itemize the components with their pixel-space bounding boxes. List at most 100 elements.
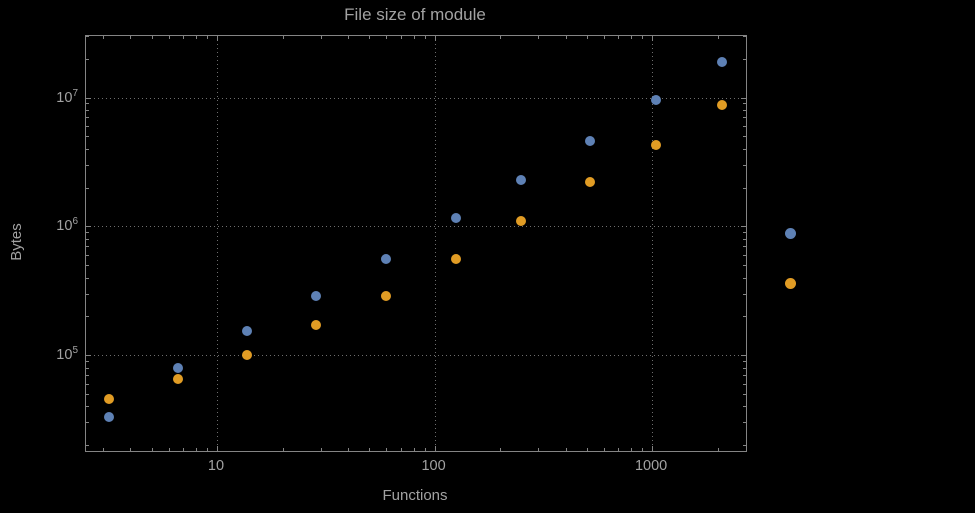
- x-minor-tick: [207, 36, 208, 39]
- x-minor-tick: [717, 36, 719, 39]
- x-minor-tick: [369, 448, 371, 451]
- y-minor-tick: [743, 187, 746, 189]
- x-minor-tick: [586, 36, 588, 39]
- x-tick-label: 1000: [634, 458, 668, 474]
- y-minor-tick: [86, 254, 89, 256]
- y-minor-tick: [743, 422, 746, 424]
- gridline-vertical: [434, 36, 436, 451]
- data-point-series-orange: [585, 177, 596, 188]
- y-minor-tick: [86, 164, 89, 166]
- gridline-vertical: [217, 36, 218, 451]
- x-minor-tick: [282, 448, 284, 451]
- y-tick-label: 105: [56, 345, 78, 364]
- y-minor-tick: [743, 265, 746, 266]
- x-minor-tick: [348, 448, 349, 451]
- y-minor-tick: [86, 148, 89, 150]
- x-minor-tick: [130, 448, 132, 451]
- y-minor-tick: [743, 393, 746, 395]
- x-minor-tick: [413, 36, 415, 39]
- data-point-series-blue: [104, 412, 115, 423]
- data-point-series-orange: [450, 253, 461, 264]
- x-minor-tick: [424, 36, 426, 39]
- y-minor-tick: [743, 164, 746, 166]
- y-major-tick: [86, 355, 91, 357]
- data-point-series-blue: [381, 253, 392, 264]
- y-axis-label: Bytes: [8, 223, 25, 261]
- gridline-horizontal: [86, 355, 746, 357]
- y-minor-tick: [86, 277, 89, 279]
- x-minor-tick: [717, 448, 719, 451]
- y-major-tick: [86, 226, 91, 228]
- y-minor-tick: [743, 406, 746, 408]
- x-minor-tick: [586, 448, 588, 451]
- x-minor-tick: [631, 448, 633, 451]
- x-minor-tick: [424, 448, 426, 451]
- data-point-series-blue: [311, 290, 321, 301]
- x-minor-tick: [195, 36, 197, 39]
- x-minor-tick: [500, 448, 502, 451]
- y-minor-tick: [86, 383, 89, 385]
- plot-area: [85, 35, 747, 452]
- y-minor-tick: [86, 109, 89, 111]
- gridline-horizontal: [86, 226, 746, 228]
- x-minor-tick: [413, 448, 415, 451]
- data-point-series-orange: [717, 99, 728, 110]
- y-minor-tick: [743, 254, 746, 256]
- data-point-series-blue: [516, 174, 527, 185]
- x-major-tick: [434, 446, 436, 451]
- y-minor-tick: [86, 103, 89, 105]
- y-minor-tick: [743, 238, 746, 240]
- y-minor-tick: [86, 238, 89, 240]
- legend-marker: [784, 277, 796, 289]
- data-point-series-orange: [381, 290, 392, 301]
- y-minor-tick: [86, 367, 89, 369]
- y-minor-tick: [86, 187, 89, 189]
- x-minor-tick: [642, 36, 644, 39]
- gridline-horizontal: [86, 97, 746, 99]
- y-major-tick: [86, 97, 91, 99]
- x-minor-tick: [603, 448, 605, 451]
- x-minor-tick: [183, 448, 185, 451]
- y-minor-tick: [86, 232, 89, 234]
- x-major-tick: [217, 36, 218, 41]
- x-minor-tick: [282, 36, 284, 39]
- y-minor-tick: [86, 58, 89, 60]
- y-major-tick: [741, 226, 746, 228]
- y-minor-tick: [743, 36, 746, 37]
- x-major-tick: [652, 446, 654, 451]
- data-point-series-blue: [172, 362, 183, 373]
- y-minor-tick: [743, 136, 746, 138]
- data-point-series-blue: [585, 135, 596, 146]
- x-minor-tick: [618, 448, 620, 451]
- gridline-vertical: [652, 36, 654, 451]
- x-minor-tick: [565, 448, 567, 451]
- y-minor-tick: [743, 103, 746, 105]
- y-minor-tick: [86, 406, 89, 408]
- y-minor-tick: [86, 375, 89, 376]
- chart-title: File size of module: [344, 5, 486, 24]
- data-point-series-orange: [311, 320, 321, 331]
- y-minor-tick: [743, 109, 746, 111]
- y-tick-label: 106: [56, 216, 78, 235]
- y-minor-tick: [86, 265, 89, 266]
- y-tick-label: 107: [56, 87, 78, 106]
- x-minor-tick: [642, 448, 644, 451]
- y-minor-tick: [86, 246, 89, 248]
- x-minor-tick: [538, 36, 540, 39]
- x-tick-label: 10: [207, 458, 225, 474]
- x-minor-tick: [168, 36, 170, 39]
- y-minor-tick: [86, 293, 89, 295]
- y-minor-tick: [743, 293, 746, 295]
- data-point-series-orange: [172, 374, 183, 385]
- x-minor-tick: [207, 448, 208, 451]
- x-minor-tick: [348, 36, 349, 39]
- x-minor-tick: [320, 448, 322, 451]
- x-minor-tick: [369, 36, 371, 39]
- y-minor-tick: [86, 361, 89, 362]
- y-minor-tick: [86, 136, 89, 138]
- x-minor-tick: [151, 448, 153, 451]
- y-minor-tick: [743, 367, 746, 369]
- y-minor-tick: [743, 148, 746, 150]
- x-major-tick: [217, 446, 218, 451]
